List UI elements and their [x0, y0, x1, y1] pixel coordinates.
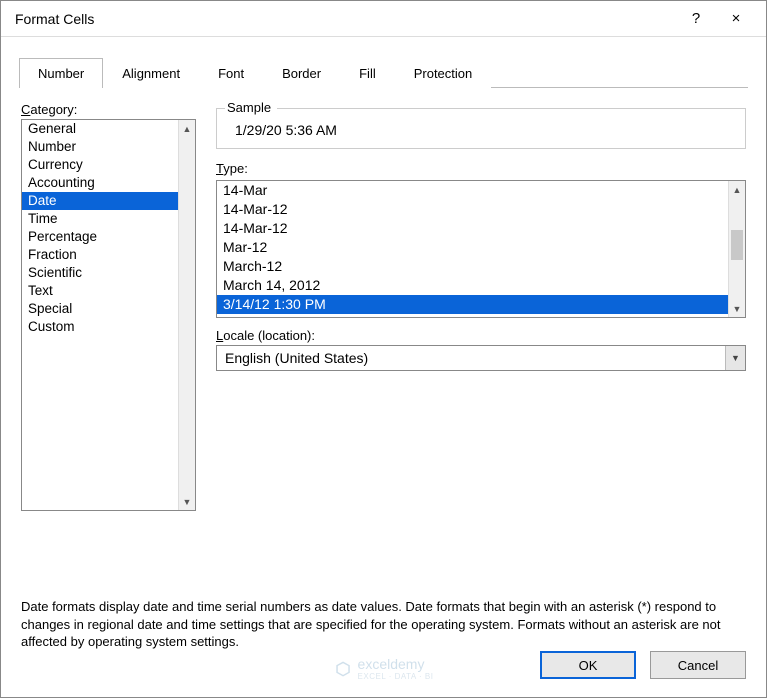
category-item-accounting[interactable]: Accounting — [22, 174, 195, 192]
category-item-text[interactable]: Text — [22, 282, 195, 300]
tab-border[interactable]: Border — [263, 58, 340, 88]
tab-fill[interactable]: Fill — [340, 58, 395, 88]
sample-value: 1/29/20 5:36 AM — [229, 122, 733, 138]
type-item-5[interactable]: March 14, 2012 — [217, 276, 745, 295]
tab-alignment[interactable]: Alignment — [103, 58, 199, 88]
type-item-2[interactable]: 14-Mar-12 — [217, 219, 745, 238]
type-item-3[interactable]: Mar-12 — [217, 238, 745, 257]
category-item-currency[interactable]: Currency — [22, 156, 195, 174]
category-item-general[interactable]: General — [22, 120, 195, 138]
scrollbar[interactable]: ▲ ▼ — [728, 181, 745, 317]
tab-font[interactable]: Font — [199, 58, 263, 88]
type-item-1[interactable]: 14-Mar-12 — [217, 200, 745, 219]
ok-button[interactable]: OK — [540, 651, 636, 679]
type-item-0[interactable]: 14-Mar — [217, 181, 745, 200]
cancel-button[interactable]: Cancel — [650, 651, 746, 679]
scroll-thumb[interactable] — [731, 230, 743, 260]
watermark-brand: exceldemy — [358, 656, 425, 672]
category-item-date[interactable]: Date — [22, 192, 195, 210]
scroll-up-icon[interactable]: ▲ — [729, 181, 745, 198]
category-item-custom[interactable]: Custom — [22, 318, 195, 336]
category-item-time[interactable]: Time — [22, 210, 195, 228]
sample-groupbox: Sample 1/29/20 5:36 AM — [216, 108, 746, 149]
sample-label: Sample — [225, 100, 277, 115]
watermark-tagline: EXCEL · DATA · BI — [358, 672, 434, 681]
category-label: Category: — [21, 102, 196, 117]
type-label: Type: — [216, 161, 746, 176]
tab-number[interactable]: Number — [19, 58, 103, 88]
right-panel: Sample 1/29/20 5:36 AM Type: 14-Mar14-Ma… — [216, 102, 746, 582]
close-icon[interactable]: × — [716, 4, 756, 34]
watermark: exceldemy EXCEL · DATA · BI — [334, 656, 434, 681]
locale-value: English (United States) — [217, 350, 725, 366]
chevron-down-icon[interactable]: ▼ — [725, 346, 745, 370]
type-item-6[interactable]: 3/14/12 1:30 PM — [217, 295, 745, 314]
help-icon[interactable]: ? — [676, 4, 716, 34]
category-item-scientific[interactable]: Scientific — [22, 264, 195, 282]
type-listbox[interactable]: 14-Mar14-Mar-1214-Mar-12Mar-12March-12Ma… — [216, 180, 746, 318]
category-item-percentage[interactable]: Percentage — [22, 228, 195, 246]
description-text: Date formats display date and time seria… — [21, 598, 746, 651]
dialog-content: Category: GeneralNumberCurrencyAccountin… — [1, 88, 766, 651]
tab-strip: NumberAlignmentFontBorderFillProtection — [19, 57, 748, 88]
scroll-down-icon[interactable]: ▼ — [729, 300, 745, 317]
scrollbar[interactable]: ▲ ▼ — [178, 120, 195, 510]
category-item-fraction[interactable]: Fraction — [22, 246, 195, 264]
type-item-4[interactable]: March-12 — [217, 257, 745, 276]
category-listbox[interactable]: GeneralNumberCurrencyAccountingDateTimeP… — [21, 119, 196, 511]
window-title: Format Cells — [15, 11, 676, 27]
locale-combobox[interactable]: English (United States) ▼ — [216, 345, 746, 371]
locale-label: Locale (location): — [216, 328, 746, 343]
category-item-number[interactable]: Number — [22, 138, 195, 156]
locale-row: Locale (location): English (United State… — [216, 328, 746, 371]
watermark-icon — [334, 660, 352, 678]
tab-protection[interactable]: Protection — [395, 58, 492, 88]
dialog-footer: exceldemy EXCEL · DATA · BI OK Cancel — [1, 651, 766, 697]
format-cells-dialog: Format Cells ? × NumberAlignmentFontBord… — [0, 0, 767, 698]
scroll-down-icon[interactable]: ▼ — [179, 493, 195, 510]
titlebar: Format Cells ? × — [1, 1, 766, 37]
category-panel: Category: GeneralNumberCurrencyAccountin… — [21, 102, 196, 582]
scroll-up-icon[interactable]: ▲ — [179, 120, 195, 137]
category-item-special[interactable]: Special — [22, 300, 195, 318]
